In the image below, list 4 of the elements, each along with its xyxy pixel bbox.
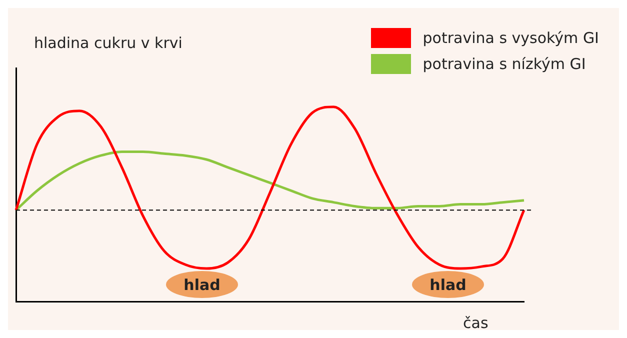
x-axis-title: čas	[463, 314, 488, 332]
legend-label: potravina s vysokým GI	[422, 29, 599, 47]
legend-label: potravina s nízkým GI	[422, 55, 586, 73]
y-axis-title: hladina cukru v krvi	[34, 34, 182, 52]
